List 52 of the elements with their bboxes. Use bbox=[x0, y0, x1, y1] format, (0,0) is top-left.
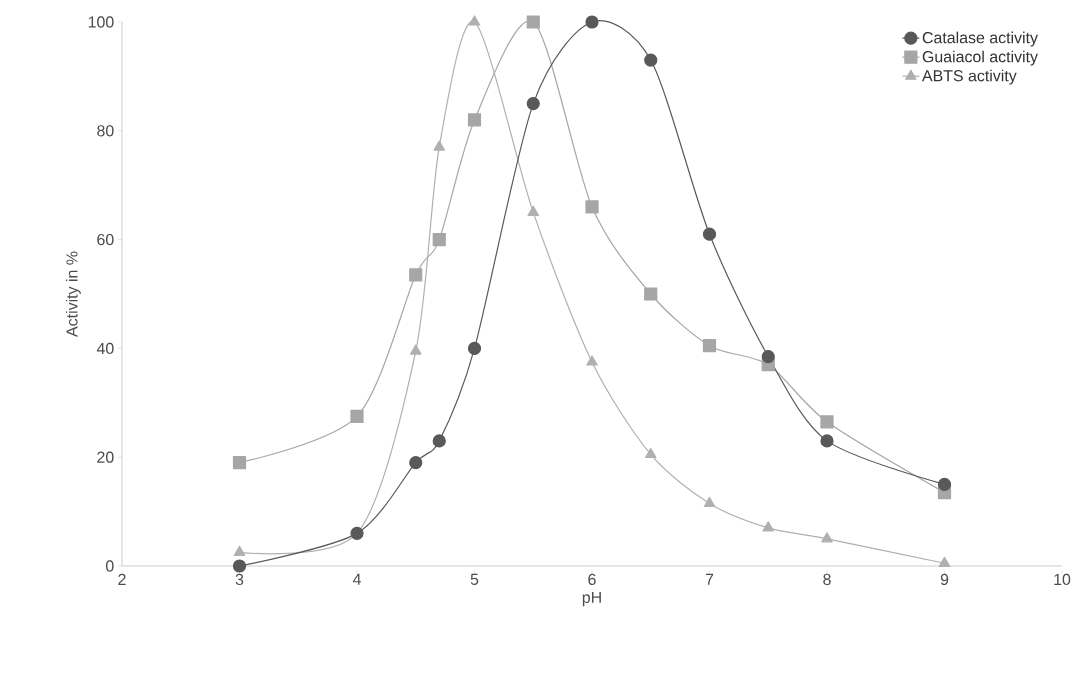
x-tick-label: 9 bbox=[940, 573, 949, 586]
point bbox=[702, 227, 717, 241]
point bbox=[937, 477, 952, 491]
point bbox=[586, 355, 598, 366]
legend-label: Guaiacol activity bbox=[922, 50, 1038, 66]
point bbox=[644, 287, 658, 301]
point bbox=[467, 341, 482, 355]
y-tick-label: 80 bbox=[97, 125, 114, 137]
point bbox=[585, 200, 599, 214]
point bbox=[232, 559, 247, 573]
x-tick-label: 6 bbox=[588, 573, 596, 586]
y-axis-title: Activity in % bbox=[65, 251, 81, 337]
point bbox=[527, 205, 540, 216]
point bbox=[409, 456, 423, 470]
y-tick-label: 20 bbox=[97, 451, 114, 463]
point bbox=[821, 532, 833, 543]
point bbox=[350, 409, 364, 423]
point bbox=[702, 339, 717, 353]
point bbox=[409, 344, 422, 355]
x-tick-label: 5 bbox=[470, 573, 479, 585]
y-tick-label: 60 bbox=[97, 233, 114, 246]
y-tick-label: 0 bbox=[105, 560, 114, 572]
point bbox=[703, 496, 716, 508]
point bbox=[233, 545, 246, 556]
legend-label: ABTS activity bbox=[921, 69, 1017, 85]
point bbox=[409, 268, 423, 282]
y-tick-label: 100 bbox=[88, 16, 114, 28]
x-tick-label: 7 bbox=[705, 573, 714, 585]
x-axis-title: pH bbox=[582, 591, 601, 607]
point bbox=[468, 15, 481, 26]
point bbox=[644, 447, 657, 459]
x-tick-label: 2 bbox=[118, 573, 126, 585]
point bbox=[432, 232, 446, 247]
point bbox=[762, 521, 775, 532]
point bbox=[938, 556, 951, 567]
point bbox=[433, 140, 446, 151]
point bbox=[761, 349, 775, 364]
x-tick-label: 3 bbox=[235, 573, 244, 586]
point bbox=[467, 113, 482, 127]
x-tick-label: 10 bbox=[1054, 573, 1071, 586]
point bbox=[526, 15, 540, 29]
y-tick-label: 40 bbox=[96, 342, 114, 355]
x-tick-label: 8 bbox=[823, 573, 831, 586]
point bbox=[232, 456, 247, 470]
point bbox=[526, 96, 540, 111]
point bbox=[820, 415, 834, 429]
point bbox=[820, 434, 834, 448]
point bbox=[585, 15, 599, 29]
point bbox=[432, 434, 446, 448]
point bbox=[644, 53, 658, 67]
x-tick-label: 4 bbox=[352, 573, 361, 585]
legend-label: Catalase activity bbox=[922, 31, 1038, 47]
